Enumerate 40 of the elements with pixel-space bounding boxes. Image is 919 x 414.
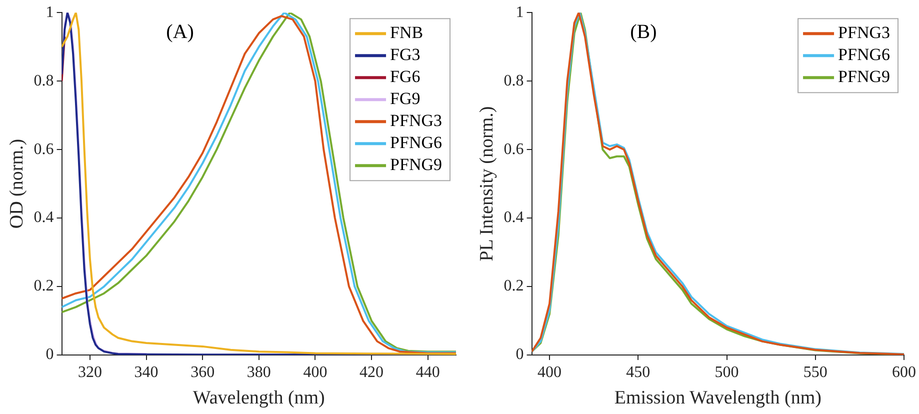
y-tick-label: 1 [516, 4, 524, 21]
x-tick-label: 420 [360, 364, 384, 381]
legend-label: PFNG6 [838, 45, 890, 64]
x-tick-label: 500 [714, 364, 739, 381]
legend-label: PFNG9 [838, 67, 890, 86]
x-tick-label: 380 [246, 364, 271, 381]
legend-label: PFNG3 [838, 23, 890, 42]
legend-label: FNB [390, 23, 424, 42]
y-tick-label: 0.8 [34, 72, 54, 90]
y-tick-label: 0.4 [504, 209, 524, 226]
legend-label: PFNG3 [390, 111, 442, 130]
x-tick-label: 400 [303, 364, 328, 381]
y-tick-label: 1 [46, 4, 54, 21]
x-tick-label: 450 [626, 364, 650, 381]
legend-label: FG9 [390, 89, 420, 108]
y-axis-title: PL Intensity (norm.) [476, 106, 498, 262]
legend-label: FG3 [390, 45, 420, 64]
y-tick-label: 0 [516, 346, 524, 364]
y-tick-label: 0.2 [34, 278, 54, 295]
y-tick-label: 0.8 [504, 72, 524, 90]
legend-label: FG6 [390, 67, 420, 86]
x-tick-label: 340 [134, 364, 158, 381]
y-tick-label: 0.6 [504, 140, 524, 158]
x-tick-label: 600 [892, 364, 916, 381]
y-tick-label: 0.6 [34, 140, 54, 158]
annotation: (A) [166, 20, 194, 43]
legend-label: PFNG6 [390, 133, 442, 152]
x-tick-label: 550 [803, 364, 828, 381]
y-tick-label: 0.4 [34, 209, 54, 226]
x-axis-title: Emission Wavelength (nm) [614, 388, 822, 409]
y-axis-title: OD (norm.) [6, 138, 28, 229]
x-tick-label: 400 [538, 364, 562, 381]
x-axis-title: Wavelength (nm) [192, 388, 325, 409]
annotation: (B) [630, 20, 657, 43]
x-tick-label: 440 [416, 364, 440, 381]
y-tick-label: 0 [46, 346, 54, 364]
legend-label: PFNG9 [390, 155, 442, 174]
x-tick-label: 320 [78, 364, 102, 381]
x-tick-label: 360 [190, 364, 215, 381]
y-tick-label: 0.2 [504, 278, 524, 295]
